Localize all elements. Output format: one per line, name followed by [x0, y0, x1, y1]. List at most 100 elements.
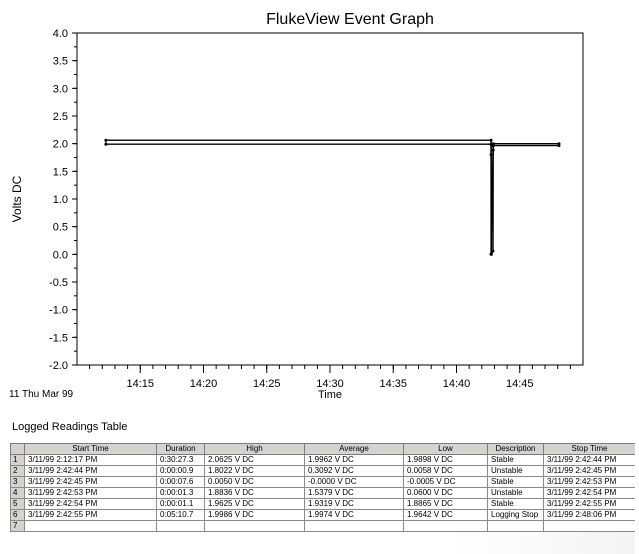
column-header[interactable]: Average: [304, 443, 404, 455]
table-cell[interactable]: 3/11/99 2:12:17 PM: [24, 454, 157, 466]
table-cell[interactable]: Unstable: [487, 487, 544, 499]
table-cell[interactable]: -0.0000 V DC: [304, 476, 404, 488]
table-cell[interactable]: 3/11/99 2:42:44 PM: [543, 454, 635, 466]
y-tick-label: 4.0: [53, 28, 68, 40]
table-cell[interactable]: [487, 520, 544, 532]
table-header-row: Start Time Duration High Average Low Descript…: [10, 443, 635, 455]
table-cell[interactable]: [304, 520, 404, 532]
table-cell[interactable]: Stable: [487, 498, 544, 510]
table-row[interactable]: 3 3/11/99 2:42:45 PM 0:00:07.6 0.0050 V DC -…: [10, 476, 635, 488]
data-point: [104, 142, 108, 146]
table-cell[interactable]: Stable: [487, 476, 544, 488]
table-cell[interactable]: [543, 520, 635, 532]
table-cell[interactable]: 3/11/99 2:42:55 PM: [24, 509, 157, 521]
table-cell[interactable]: 0:00:07.6: [156, 476, 205, 488]
table-row[interactable]: 2 3/11/99 2:42:44 PM 0:00:00.9 1.8022 V DC 0…: [10, 465, 635, 477]
table-cell[interactable]: 1.5379 V DC: [304, 487, 404, 499]
x-tick-label: 14:20: [190, 378, 218, 390]
column-header[interactable]: Start Time: [24, 443, 157, 455]
table-cell[interactable]: 1.9962 V DC: [304, 454, 404, 466]
table-cell[interactable]: 0.3092 V DC: [304, 465, 404, 477]
table-cell[interactable]: 3/11/99 2:42:54 PM: [24, 498, 157, 510]
table-cell[interactable]: 0:00:01.3: [156, 487, 205, 499]
y-tick-label: -2.0: [49, 360, 68, 372]
row-number[interactable]: 5: [10, 498, 25, 510]
table-cell[interactable]: 3/11/99 2:42:45 PM: [543, 465, 635, 477]
table-cell[interactable]: 1.9986 V DC: [204, 509, 305, 521]
x-tick-label: 14:15: [126, 378, 154, 390]
table-cell[interactable]: 1.8022 V DC: [204, 465, 305, 477]
y-tick-label: 2.5: [53, 111, 68, 123]
table-cell[interactable]: 0:00:01.1: [156, 498, 205, 510]
data-point: [489, 138, 493, 142]
row-number[interactable]: 3: [10, 476, 25, 488]
table-cell[interactable]: 0:00:00.9: [156, 465, 205, 477]
y-tick-label: 3.0: [53, 83, 68, 95]
x-tick-label: 14:30: [316, 378, 344, 390]
table-row[interactable]: 7: [10, 520, 635, 532]
column-header[interactable]: Description: [487, 443, 544, 455]
table-cell[interactable]: 0:30:27.3: [156, 454, 205, 466]
table-cell[interactable]: 3/11/99 2:42:44 PM: [24, 465, 157, 477]
table-cell[interactable]: [156, 520, 205, 532]
readings-grid[interactable]: Start Time Duration High Average Low Descript…: [10, 443, 635, 532]
column-header[interactable]: Stop Time: [543, 443, 635, 455]
table-cell[interactable]: 3/11/99 2:42:53 PM: [24, 487, 157, 499]
table-cell[interactable]: 3/11/99 2:42:54 PM: [543, 487, 635, 499]
table-row[interactable]: 1 3/11/99 2:12:17 PM 0:30:27.3 2.0625 V DC 1…: [10, 454, 635, 466]
y-tick-label: 0.0: [53, 249, 68, 261]
table-cell[interactable]: 1.8865 V DC: [403, 498, 488, 510]
y-tick-label: 3.5: [53, 56, 68, 68]
table-cell[interactable]: [204, 520, 305, 532]
row-number[interactable]: 7: [10, 520, 25, 532]
table-cell[interactable]: 1.9625 V DC: [204, 498, 305, 510]
row-number[interactable]: 4: [10, 487, 25, 499]
table-cell[interactable]: Logging Stop: [487, 509, 544, 521]
y-tick-label: -1.0: [49, 305, 68, 317]
y-tick-label: 1.5: [53, 166, 68, 178]
table-cell[interactable]: 1.9898 V DC: [403, 454, 488, 466]
table-cell[interactable]: 1.9319 V DC: [304, 498, 404, 510]
column-header[interactable]: High: [204, 443, 305, 455]
x-axis-title: Time: [318, 389, 342, 401]
table-cell[interactable]: 0.0058 V DC: [403, 465, 488, 477]
table-cell[interactable]: 1.9974 V DC: [304, 509, 404, 521]
column-header[interactable]: Duration: [156, 443, 205, 455]
row-number[interactable]: 1: [10, 454, 25, 466]
table-cell[interactable]: 0:05:10.7: [156, 509, 205, 521]
row-number[interactable]: 2: [10, 465, 25, 477]
row-number[interactable]: 6: [10, 509, 25, 521]
table-cell[interactable]: Unstable: [487, 465, 544, 477]
data-point: [104, 138, 108, 142]
y-tick-label: 2.0: [53, 139, 68, 151]
y-tick-label: -0.5: [49, 277, 68, 289]
table-cell[interactable]: 1.9642 V DC: [403, 509, 488, 521]
table-cell[interactable]: 0.0050 V DC: [204, 476, 305, 488]
logged-readings-table[interactable]: Start Time Duration High Average Low Descript…: [10, 443, 635, 554]
logged-readings-table-title: Logged Readings Table: [12, 421, 128, 433]
table-cell[interactable]: 1.8836 V DC: [204, 487, 305, 499]
y-tick-label: -1.5: [49, 332, 68, 344]
table-cell[interactable]: 3/11/99 2:42:53 PM: [543, 476, 635, 488]
table-cell[interactable]: 3/11/99 2:42:55 PM: [543, 498, 635, 510]
table-cell[interactable]: 0.0600 V DC: [403, 487, 488, 499]
data-point: [491, 249, 495, 253]
data-point: [557, 144, 561, 148]
table-row[interactable]: 4 3/11/99 2:42:53 PM 0:00:01.3 1.8836 V DC 1…: [10, 487, 635, 499]
table-cell[interactable]: [403, 520, 488, 532]
table-cell[interactable]: 2.0625 V DC: [204, 454, 305, 466]
data-point: [491, 144, 495, 148]
table-row[interactable]: 6 3/11/99 2:42:55 PM 0:05:10.7 1.9986 V DC 1…: [10, 509, 635, 521]
table-cell[interactable]: 3/11/99 2:42:45 PM: [24, 476, 157, 488]
table-row[interactable]: 5 3/11/99 2:42:54 PM 0:00:01.1 1.9625 V DC 1…: [10, 498, 635, 510]
table-cell[interactable]: -0.0005 V DC: [403, 476, 488, 488]
column-header[interactable]: Low: [403, 443, 488, 455]
event-graph: FlukeView Event Graph 4.0 3.5 3.0 2.5 2.0 1.5 1…: [10, 11, 584, 401]
chart-title: FlukeView Event Graph: [266, 11, 434, 28]
data-point: [491, 148, 495, 152]
table-cell[interactable]: Stable: [487, 454, 544, 466]
table-cell[interactable]: [24, 520, 157, 532]
table-cell[interactable]: 3/11/99 2:48:06 PM: [543, 509, 635, 521]
y-axis-title: Volts DC: [10, 175, 24, 222]
data-point: [489, 153, 493, 157]
